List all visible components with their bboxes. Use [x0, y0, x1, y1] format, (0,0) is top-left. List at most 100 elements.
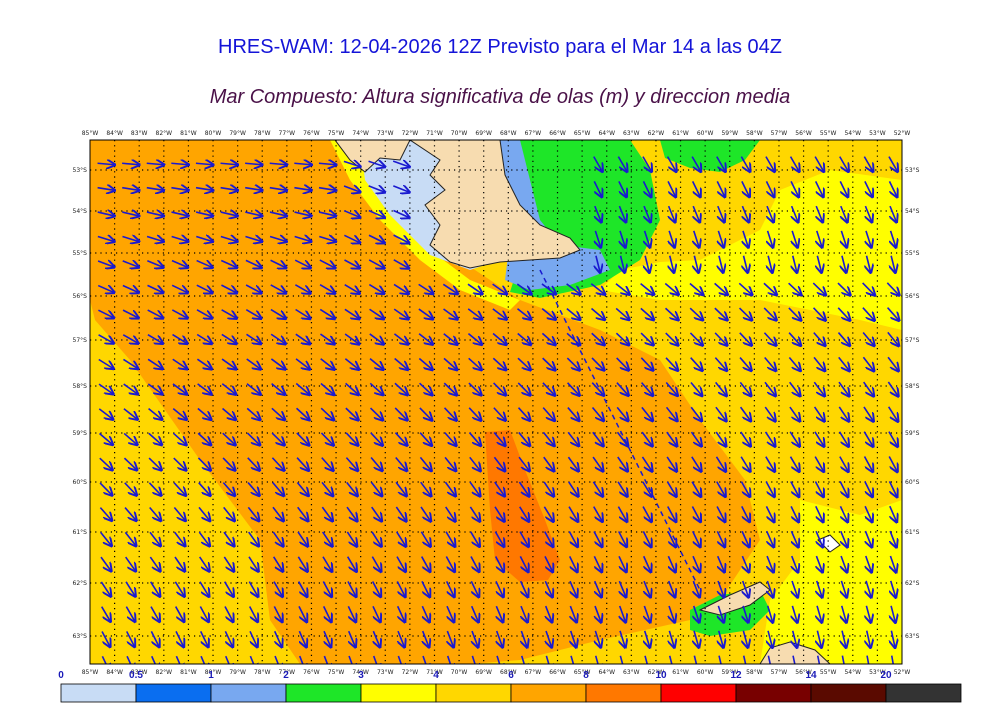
- wave-direction-arrow: [693, 555, 700, 572]
- tierra-del-fuego: [409, 140, 581, 269]
- wave-direction-arrow: [739, 381, 751, 395]
- colorbar-swatch: [60, 683, 137, 703]
- wave-direction-arrow: [718, 580, 724, 597]
- lon-label-bottom: 62°W: [648, 669, 665, 676]
- wave-direction-arrow: [321, 457, 333, 471]
- wave-direction-arrow: [98, 309, 113, 318]
- wave-direction-arrow: [319, 259, 335, 268]
- lon-label-bottom: 60°W: [697, 669, 714, 676]
- wave-direction-arrow: [616, 382, 628, 396]
- wave-direction-arrow: [793, 630, 797, 647]
- wave-direction-arrow: [715, 456, 725, 471]
- wave-direction-arrow: [817, 230, 822, 247]
- wave-direction-arrow: [595, 230, 600, 247]
- wave-direction-arrow: [591, 332, 604, 345]
- wave-direction-arrow: [891, 630, 895, 648]
- lon-label-bottom: 81°W: [180, 669, 197, 676]
- wave-direction-arrow: [838, 381, 849, 396]
- wave-direction-arrow: [420, 531, 430, 546]
- wave-direction-arrow: [595, 630, 600, 647]
- wave-direction-arrow: [596, 655, 601, 664]
- wave-direction-arrow: [541, 308, 555, 320]
- wave-direction-arrow: [640, 332, 653, 345]
- wave-direction-arrow: [269, 188, 287, 191]
- wave-direction-arrow: [173, 457, 186, 470]
- wave-direction-arrow: [174, 556, 185, 571]
- wave-direction-arrow: [718, 230, 723, 247]
- wave-direction-arrow: [571, 630, 576, 647]
- wave-direction-arrow: [891, 580, 896, 597]
- wave-direction-arrow: [568, 506, 578, 522]
- wave-direction-arrow: [393, 186, 409, 192]
- wave-direction-arrow: [368, 283, 383, 294]
- wave-direction-arrow: [318, 212, 336, 216]
- wave-direction-arrow: [788, 332, 800, 346]
- wave-direction-arrow: [122, 284, 138, 292]
- wave-direction-arrow: [617, 531, 627, 546]
- wave-direction-arrow: [640, 357, 653, 370]
- wave-direction-arrow: [147, 284, 163, 292]
- wave-direction-arrow: [146, 237, 163, 242]
- lon-label-bottom: 67°W: [525, 669, 542, 676]
- wave-direction-arrow: [818, 655, 821, 664]
- wave-direction-arrow: [419, 382, 432, 395]
- wave-direction-arrow: [443, 382, 456, 395]
- wave-band-3-4-east: [600, 140, 902, 330]
- wave-direction-arrow: [817, 605, 822, 622]
- wave-direction-arrow: [101, 655, 109, 664]
- wave-direction-arrow: [269, 237, 286, 242]
- wave-direction-arrow: [866, 605, 870, 622]
- wave-direction-arrow: [469, 456, 480, 470]
- wave-direction-arrow: [741, 506, 750, 521]
- wave-direction-arrow: [763, 307, 776, 320]
- wave-direction-arrow: [866, 580, 871, 597]
- wave-direction-arrow: [294, 163, 311, 164]
- wave-direction-arrow: [98, 383, 113, 394]
- wave-direction-arrow: [864, 181, 872, 196]
- wave-direction-arrow: [171, 163, 188, 164]
- wave-direction-arrow: [743, 230, 748, 247]
- wave-direction-arrow: [617, 506, 626, 522]
- wave-direction-arrow: [472, 655, 477, 664]
- wave-direction-arrow: [641, 431, 652, 446]
- wave-direction-arrow: [300, 655, 306, 664]
- wave-direction-arrow: [445, 531, 455, 547]
- wave-direction-arrow: [592, 481, 602, 496]
- wave-direction-arrow: [172, 333, 188, 344]
- wave-direction-arrow: [615, 332, 628, 345]
- wave-direction-arrow: [492, 283, 507, 294]
- wave-direction-arrow: [343, 234, 359, 242]
- wave-direction-arrow: [792, 205, 798, 222]
- wave-direction-arrow: [148, 482, 161, 495]
- wave-direction-arrow: [493, 407, 505, 421]
- wave-direction-arrow: [100, 581, 110, 596]
- wave-direction-arrow: [765, 506, 774, 521]
- wave-direction-arrow: [615, 283, 629, 295]
- wave-direction-arrow: [891, 605, 895, 622]
- wave-direction-arrow: [97, 188, 115, 191]
- wave-direction-arrow: [273, 606, 282, 621]
- wave-direction-arrow: [817, 580, 822, 597]
- wave-direction-arrow: [838, 431, 849, 446]
- wave-direction-arrow: [516, 283, 531, 294]
- lon-label-bottom: 82°W: [156, 669, 173, 676]
- wave-direction-arrow: [270, 284, 286, 293]
- wave-direction-arrow: [271, 383, 285, 395]
- wave-direction-arrow: [812, 307, 826, 320]
- lon-label-bottom: 79°W: [229, 669, 246, 676]
- wave-direction-arrow: [839, 505, 847, 521]
- wave-direction-arrow: [492, 357, 506, 369]
- wave-direction-arrow: [295, 333, 310, 344]
- wave-direction-arrow: [245, 163, 262, 164]
- wave-direction-arrow: [297, 531, 308, 546]
- wave-direction-arrow: [272, 531, 283, 546]
- wave-direction-arrow: [694, 255, 698, 272]
- wave-direction-arrow: [665, 357, 678, 370]
- wave-direction-arrow: [448, 655, 453, 664]
- wave-direction-arrow: [273, 630, 282, 646]
- wave-direction-arrow: [319, 284, 335, 294]
- wave-direction-arrow: [765, 156, 775, 172]
- lat-label-left: 60°S: [73, 479, 88, 486]
- wave-direction-arrow: [420, 506, 431, 521]
- wave-direction-arrow: [124, 507, 136, 521]
